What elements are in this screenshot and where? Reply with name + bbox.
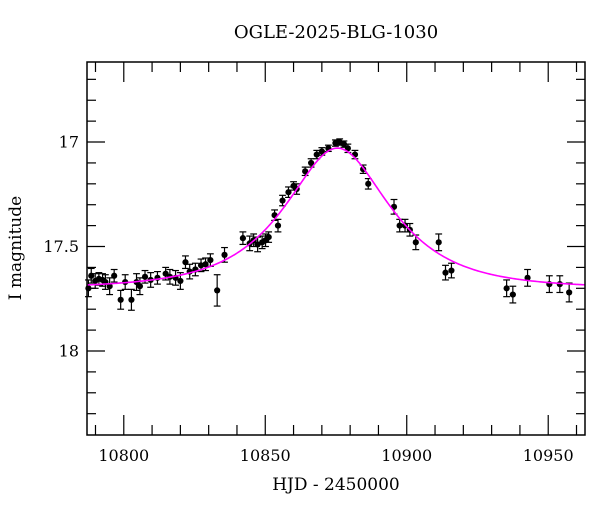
data-point bbox=[412, 239, 419, 246]
chart-title: OGLE-2025-BLG-1030 bbox=[234, 22, 438, 43]
data-point bbox=[524, 274, 531, 281]
data-point bbox=[396, 222, 403, 229]
data-point bbox=[214, 287, 221, 294]
data-point bbox=[141, 273, 149, 280]
data-point bbox=[221, 251, 228, 258]
data-point bbox=[442, 269, 449, 276]
data-point bbox=[128, 296, 135, 303]
y-tick-label: 18 bbox=[59, 341, 79, 360]
data-point bbox=[207, 256, 214, 264]
axis-tick-labels: 10800 10850 10900 10950 17 17.5 18 bbox=[43, 133, 573, 465]
data-point bbox=[136, 283, 144, 290]
data-points bbox=[85, 138, 573, 311]
data-point bbox=[85, 285, 92, 292]
data-point bbox=[265, 234, 272, 241]
data-point bbox=[162, 270, 169, 277]
x-axis-title: HJD - 2450000 bbox=[272, 475, 400, 495]
data-point bbox=[302, 168, 309, 175]
data-point bbox=[365, 180, 372, 187]
data-point bbox=[509, 291, 516, 298]
data-point bbox=[177, 277, 184, 285]
y-tick-label: 17.5 bbox=[43, 237, 79, 256]
data-point bbox=[111, 272, 118, 279]
data-point bbox=[448, 267, 455, 274]
y-axis-title: I magnitude bbox=[6, 196, 26, 300]
model-curve-path bbox=[86, 147, 586, 286]
axis-ticks bbox=[87, 62, 585, 435]
data-point bbox=[106, 283, 113, 290]
data-point bbox=[318, 148, 325, 155]
data-point bbox=[566, 289, 573, 296]
data-point bbox=[340, 141, 348, 148]
data-point bbox=[344, 145, 351, 152]
x-tick-label: 10800 bbox=[98, 446, 149, 465]
data-point bbox=[308, 159, 315, 167]
plot-frame bbox=[86, 61, 586, 436]
y-tick-label: 17 bbox=[59, 133, 79, 152]
data-point bbox=[279, 197, 286, 204]
data-point bbox=[285, 189, 292, 196]
data-point bbox=[274, 222, 282, 229]
x-tick-label: 10850 bbox=[240, 446, 291, 465]
data-point bbox=[313, 151, 320, 158]
data-point bbox=[239, 235, 247, 242]
x-tick-label: 10900 bbox=[381, 446, 432, 465]
data-point bbox=[503, 285, 510, 292]
model-curve bbox=[86, 147, 586, 286]
data-point bbox=[435, 239, 442, 246]
x-tick-label: 10950 bbox=[523, 446, 574, 465]
data-point bbox=[117, 296, 124, 303]
